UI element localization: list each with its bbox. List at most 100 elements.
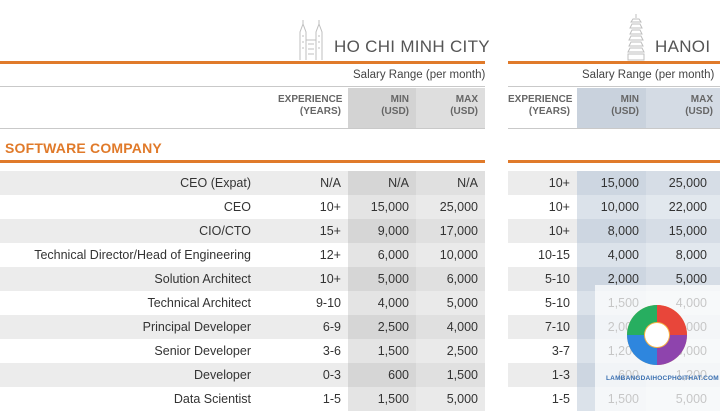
hcm-experience-cell: 3-6 xyxy=(322,344,341,358)
row-background xyxy=(348,219,416,243)
row-background xyxy=(348,195,416,219)
row-background xyxy=(416,219,485,243)
hanoi-experience-cell: 10+ xyxy=(548,176,570,190)
table-row: CEO 10+ 15,000 25,000 10+ 10,000 22,000 xyxy=(0,195,720,219)
hanoi-header-rule xyxy=(508,61,720,64)
role-cell: CEO (Expat) xyxy=(180,176,251,190)
row-background xyxy=(348,171,416,195)
hcm-max-cell: 10,000 xyxy=(439,248,478,262)
hanoi-experience-cell: 5-10 xyxy=(544,296,570,310)
watermark-logo-icon xyxy=(622,300,692,370)
hanoi-max-header: MAX (USD) xyxy=(646,88,720,128)
role-cell: CIO/CTO xyxy=(199,224,251,238)
hcm-experience-cell: 6-9 xyxy=(322,320,341,334)
row-background xyxy=(416,387,485,411)
hanoi-experience-cell: 3-7 xyxy=(551,344,570,358)
hanoi-experience-cell: 10-15 xyxy=(538,248,570,262)
hcm-min-cell: N/A xyxy=(388,176,409,190)
hcm-experience-cell: 10+ xyxy=(319,200,341,214)
table-row: CIO/CTO 15+ 9,000 17,000 10+ 8,000 15,000 xyxy=(0,219,720,243)
hcm-max-cell: 17,000 xyxy=(439,224,478,238)
hcm-min-cell: 2,500 xyxy=(377,320,409,334)
table-row: Technical Director/Head of Engineering 12… xyxy=(0,243,720,267)
row-background xyxy=(348,243,416,267)
hcm-min-cell: 9,000 xyxy=(377,224,409,238)
hanoi-min-header: MIN (USD) xyxy=(577,88,646,128)
hcm-max-cell: 5,000 xyxy=(446,392,478,406)
hcm-experience-cell: 9-10 xyxy=(315,296,341,310)
hanoi-min-cell: 8,000 xyxy=(607,224,639,238)
hanoi-experience-cell: 1-3 xyxy=(551,368,570,382)
hcm-experience-cell: 15+ xyxy=(319,224,341,238)
hcm-experience-cell: 10+ xyxy=(319,272,341,286)
section-title: SOFTWARE COMPANY xyxy=(5,140,162,156)
row-background xyxy=(646,219,720,243)
hcm-min-cell: 1,500 xyxy=(377,392,409,406)
row-background xyxy=(646,171,720,195)
hanoi-experience-header: EXPERIENCE (YEARS) xyxy=(508,94,573,117)
table-row: CEO (Expat) N/A N/A N/A 10+ 15,000 25,000 xyxy=(0,171,720,195)
role-cell: Developer xyxy=(194,368,251,382)
hcm-min-cell: 15,000 xyxy=(370,200,409,214)
hanoi-subheader-rule xyxy=(508,86,720,87)
hcm-city-title: HO CHI MINH CITY xyxy=(334,37,490,56)
hanoi-experience-cell: 7-10 xyxy=(544,320,570,334)
hanoi-header-bottom-rule xyxy=(508,128,720,129)
role-cell: Senior Developer xyxy=(154,344,251,358)
hcm-subheader-rule xyxy=(0,86,485,87)
hcm-min-cell: 1,500 xyxy=(377,344,409,358)
hcm-max-header: MAX (USD) xyxy=(416,88,485,128)
row-background xyxy=(416,243,485,267)
row-background xyxy=(577,171,646,195)
row-background xyxy=(348,387,416,411)
row-background xyxy=(416,291,485,315)
row-background xyxy=(416,195,485,219)
row-background xyxy=(348,315,416,339)
hanoi-experience-cell: 1-5 xyxy=(551,392,570,406)
hcm-max-cell: 5,000 xyxy=(446,296,478,310)
hcm-min-header: MIN (USD) xyxy=(348,88,416,128)
hanoi-max-cell: 5,000 xyxy=(675,272,707,286)
role-cell: Principal Developer xyxy=(142,320,251,334)
hcm-experience-cell: 12+ xyxy=(319,248,341,262)
hanoi-experience-cell: 10+ xyxy=(548,224,570,238)
hcm-max-cell: 2,500 xyxy=(446,344,478,358)
hanoi-max-cell: 22,000 xyxy=(668,200,707,214)
hcm-max-cell: 25,000 xyxy=(439,200,478,214)
row-background xyxy=(348,291,416,315)
hcm-max-cell: 1,500 xyxy=(446,368,478,382)
hanoi-city-title: HANOI xyxy=(655,37,711,56)
role-cell: Technical Director/Head of Engineering xyxy=(34,248,251,262)
row-background xyxy=(577,219,646,243)
hcm-min-cell: 600 xyxy=(388,368,409,382)
role-cell: Solution Architect xyxy=(154,272,251,286)
row-background xyxy=(348,363,416,387)
row-background xyxy=(416,363,485,387)
role-cell: Technical Architect xyxy=(147,296,251,310)
hcm-min-cell: 5,000 xyxy=(377,272,409,286)
hcm-max-cell: 4,000 xyxy=(446,320,478,334)
row-background xyxy=(646,195,720,219)
hcm-header-rule xyxy=(0,61,485,64)
role-cell: CEO xyxy=(223,200,251,214)
hcm-section-rule xyxy=(0,160,485,163)
hcm-max-cell: 6,000 xyxy=(446,272,478,286)
row-background xyxy=(416,171,485,195)
hanoi-section-rule xyxy=(508,160,720,163)
hcm-cathedral-icon xyxy=(296,14,326,62)
row-background xyxy=(348,339,416,363)
hcm-header-bottom-rule xyxy=(0,128,485,129)
watermark-text: LAMBANGDAIHOCPHOITHAT.COM xyxy=(606,375,719,382)
row-background xyxy=(348,267,416,291)
hcm-max-cell: N/A xyxy=(457,176,478,190)
hcm-experience-header: EXPERIENCE (YEARS) xyxy=(278,94,343,117)
hcm-experience-cell: 0-3 xyxy=(322,368,341,382)
hanoi-min-cell: 2,000 xyxy=(607,272,639,286)
hanoi-max-cell: 25,000 xyxy=(668,176,707,190)
row-background xyxy=(416,267,485,291)
hanoi-pagoda-icon xyxy=(625,12,647,62)
row-background xyxy=(416,315,485,339)
hcm-min-cell: 4,000 xyxy=(377,296,409,310)
hanoi-salary-range-label: Salary Range (per month) xyxy=(582,69,715,81)
